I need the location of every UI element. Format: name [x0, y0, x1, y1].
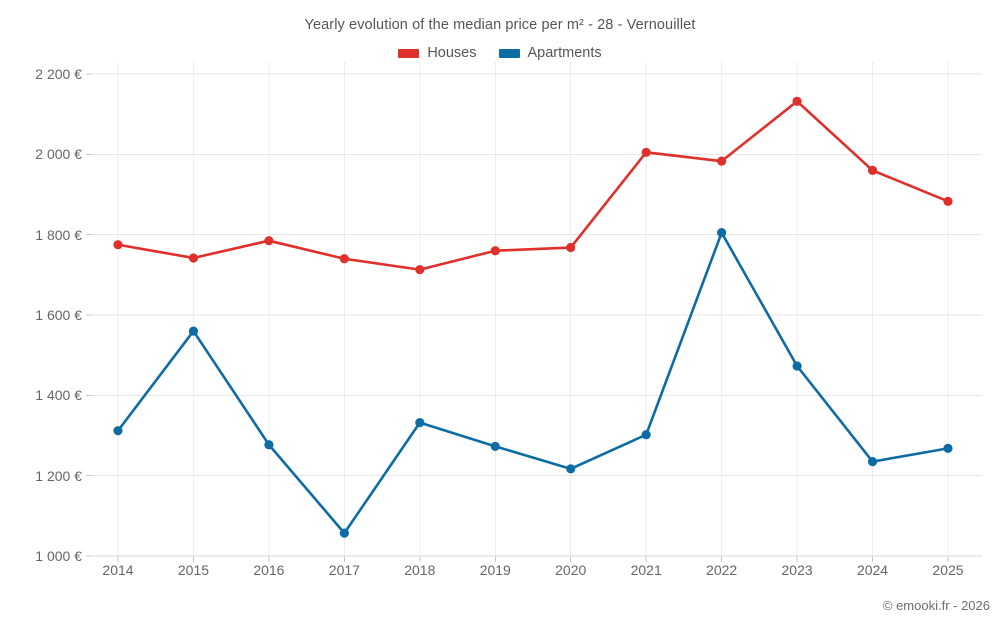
data-point-apartments-2014[interactable] — [113, 426, 123, 436]
data-point-apartments-2017[interactable] — [339, 528, 349, 538]
data-point-houses-2020[interactable] — [566, 242, 576, 253]
y-axis-tick-label: 1 800 € — [35, 226, 82, 243]
legend-item-houses[interactable]: Houses — [398, 45, 477, 61]
chart-title: Yearly evolution of the median price per… — [304, 17, 696, 33]
y-axis-tick-label: 1 400 € — [35, 387, 82, 404]
data-point-houses-2022[interactable] — [717, 156, 727, 166]
data-point-houses-2018[interactable] — [415, 265, 425, 275]
x-axis-tick-label: 2017 — [328, 562, 360, 578]
data-point-houses-2017[interactable] — [339, 254, 349, 264]
x-axis-tick-label: 2018 — [404, 562, 436, 578]
y-axis-tick-label: 1 600 € — [35, 307, 82, 323]
y-axis-tick-label: 2 200 € — [35, 66, 82, 82]
series-line-houses — [116, 100, 950, 271]
data-point-apartments-2024[interactable] — [867, 457, 878, 467]
data-point-apartments-2023[interactable] — [792, 361, 802, 371]
x-axis-tick-label: 2021 — [630, 562, 662, 578]
x-axis-tick-label: 2019 — [479, 562, 511, 578]
y-axis-tick-label: 2 000 € — [35, 146, 82, 163]
y-axis-tick-label: 1 000 € — [35, 548, 82, 564]
legend-item-apartments[interactable]: Apartments — [498, 45, 602, 61]
footer-credit: © emooki.fr - 2026 — [882, 598, 990, 613]
data-point-apartments-2019[interactable] — [490, 441, 500, 451]
x-axis-tick-label: 2016 — [253, 562, 285, 578]
legend-label-houses: Houses — [427, 45, 477, 61]
data-point-apartments-2015[interactable] — [188, 326, 199, 336]
x-axis-tick-label: 2024 — [856, 562, 889, 578]
x-axis-tick-label: 2014 — [102, 562, 134, 578]
y-axis-tick-label: 1 200 € — [35, 467, 82, 484]
x-axis-tick-label: 2020 — [555, 562, 587, 578]
data-point-apartments-2016[interactable] — [264, 440, 274, 450]
data-point-apartments-2021[interactable] — [641, 430, 651, 440]
data-point-houses-2014[interactable] — [113, 240, 123, 250]
data-point-houses-2021[interactable] — [641, 147, 651, 157]
x-axis-tick-label: 2023 — [781, 562, 813, 578]
series-line-apartments — [116, 231, 950, 535]
data-point-houses-2023[interactable] — [792, 96, 802, 106]
data-point-houses-2015[interactable] — [188, 253, 199, 263]
data-point-houses-2016[interactable] — [264, 236, 274, 246]
legend-swatch-houses — [398, 48, 420, 58]
data-point-houses-2024[interactable] — [867, 165, 878, 175]
x-axis-tick-label: 2025 — [932, 562, 964, 578]
data-point-apartments-2022[interactable] — [717, 228, 727, 238]
chart-legend: Houses Apartments — [0, 45, 1000, 61]
legend-swatch-apartments — [498, 48, 520, 58]
data-point-apartments-2018[interactable] — [415, 418, 425, 428]
data-point-houses-2025[interactable] — [943, 196, 953, 206]
x-axis-tick-label: 2015 — [177, 562, 210, 578]
legend-label-apartments: Apartments — [527, 45, 602, 61]
data-point-apartments-2020[interactable] — [566, 464, 576, 474]
data-point-houses-2019[interactable] — [490, 246, 500, 256]
x-axis-tick-label: 2022 — [706, 562, 738, 578]
data-point-apartments-2025[interactable] — [943, 443, 953, 453]
